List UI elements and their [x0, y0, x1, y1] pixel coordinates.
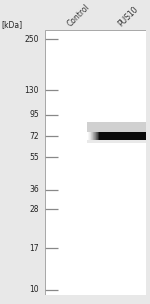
Text: 28: 28 [30, 205, 39, 214]
Text: 10: 10 [29, 285, 39, 294]
Text: 55: 55 [29, 153, 39, 161]
Text: 17: 17 [29, 244, 39, 253]
Text: 250: 250 [24, 35, 39, 44]
Text: 95: 95 [29, 110, 39, 119]
Text: 130: 130 [24, 86, 39, 95]
Text: 72: 72 [29, 132, 39, 140]
Text: [kDa]: [kDa] [2, 20, 23, 29]
Text: 36: 36 [29, 185, 39, 195]
Text: Control: Control [66, 3, 92, 29]
Text: PUS10: PUS10 [116, 5, 140, 29]
